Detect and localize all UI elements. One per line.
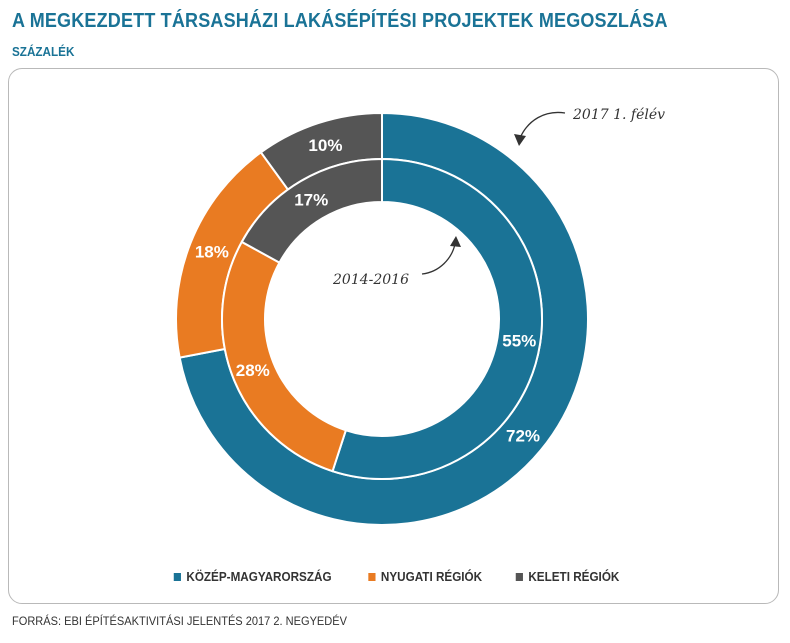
legend: KÖZÉP-MAGYARORSZÁG NYUGATI RÉGIÓK KELETI… [0, 569, 790, 584]
legend-item-kozep: KÖZÉP-MAGYARORSZÁG [173, 569, 331, 584]
inner-label-keleti: 17% [294, 190, 328, 209]
chart-title: A MEGKEZDETT TÁRSASHÁZI LAKÁSÉPÍTÉSI PRO… [12, 10, 668, 32]
legend-swatch-nyugati [368, 572, 376, 581]
annotation-inner-label: 2014-2016 [332, 272, 409, 288]
legend-label-keleti: KELETI RÉGIÓK [528, 569, 620, 584]
inner-slice-keleti [240, 157, 383, 264]
inner-label-kozep: 55% [502, 332, 536, 351]
legend-item-keleti: KELETI RÉGIÓK [516, 569, 620, 584]
inner-label-nyugati: 28% [236, 361, 270, 380]
legend-item-nyugati: NYUGATI RÉGIÓK [368, 569, 482, 584]
annotation-inner-arrow-head [450, 236, 461, 247]
outer-label-nyugati: 18% [195, 243, 229, 262]
annotation-outer-arrow-head [514, 134, 526, 146]
annotation-outer-arrow [519, 111, 566, 139]
chart-frame [8, 68, 779, 604]
source-note: FORRÁS: EBI ÉPÍTÉSAKTIVITÁSI JELENTÉS 20… [12, 614, 347, 628]
outer-label-keleti: 10% [308, 136, 342, 155]
outer-label-kozep: 72% [506, 427, 540, 446]
legend-label-kozep: KÖZÉP-MAGYARORSZÁG [185, 569, 332, 584]
annotation-outer-label: 2017 1. félév [572, 107, 665, 123]
legend-swatch-kozep [173, 572, 181, 581]
annotation-inner-arrow [421, 243, 456, 275]
inner-slice-kozep [331, 157, 543, 480]
chart-subtitle: SZÁZALÉK [12, 44, 75, 59]
legend-swatch-keleti [516, 572, 524, 581]
legend-label-nyugati: NYUGATI RÉGIÓK [380, 569, 482, 584]
